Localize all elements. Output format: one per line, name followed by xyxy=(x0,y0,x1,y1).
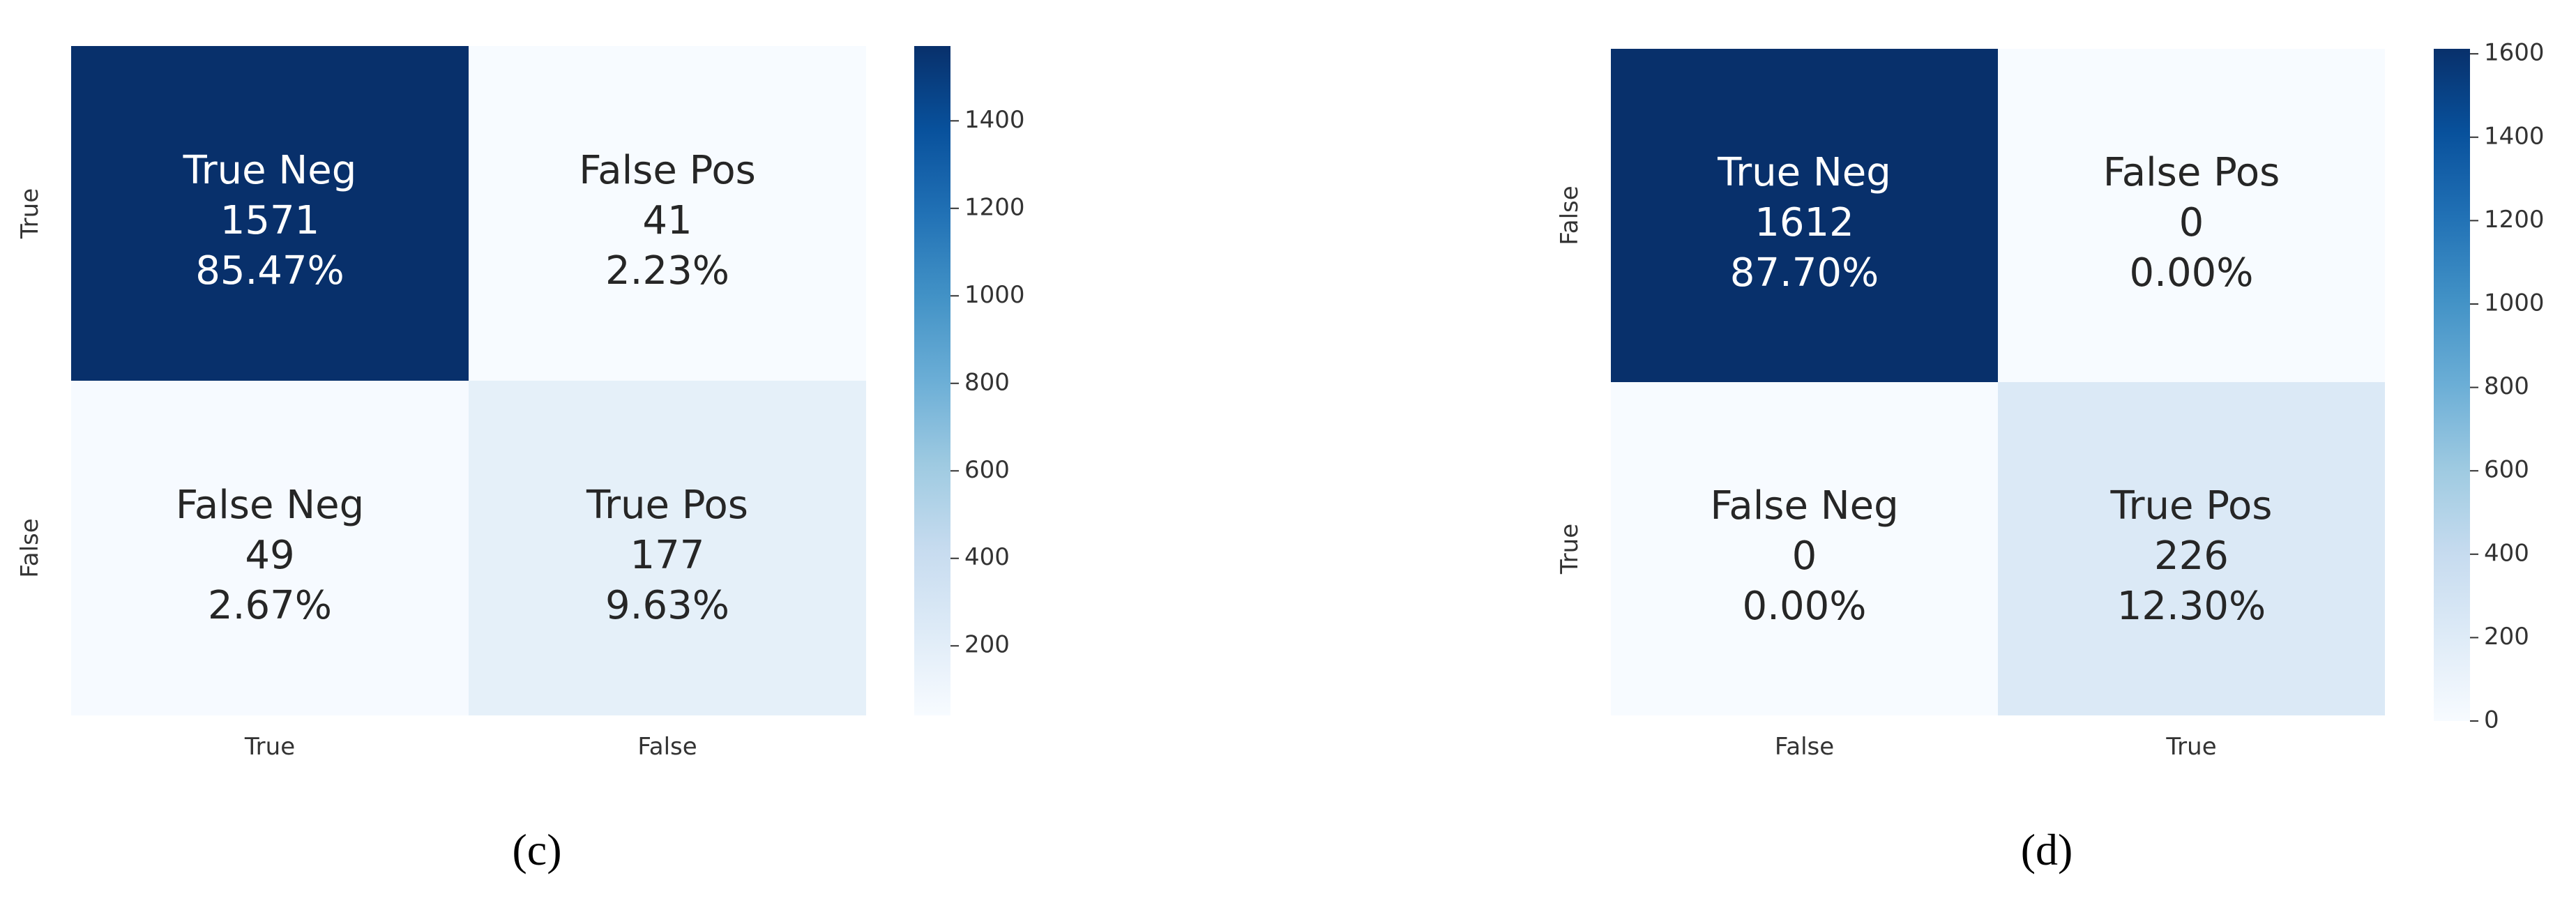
cell-percent: 0.00% xyxy=(1743,584,1867,629)
heatmap-cell xyxy=(469,46,866,381)
colorbar-tick-label: 1200 xyxy=(2484,206,2545,234)
colorbar-tick-label: 600 xyxy=(964,456,1010,484)
colorbar-tick-label: 1600 xyxy=(2484,39,2545,67)
y-tick-label: True xyxy=(1556,524,1584,575)
cell-percent: 2.67% xyxy=(208,583,332,628)
colorbar-tick-label: 1200 xyxy=(964,193,1025,221)
x-tick-label: False xyxy=(1775,733,1834,761)
cell-count: 1612 xyxy=(1755,200,1854,245)
cell-count: 0 xyxy=(1792,533,1817,579)
colorbar-tick-label: 0 xyxy=(2484,706,2499,734)
cell-count: 49 xyxy=(245,533,294,578)
colorbar-tick-label: 400 xyxy=(964,543,1010,571)
cell-count: 41 xyxy=(642,198,692,243)
y-tick-label: False xyxy=(16,518,44,577)
cell-percent: 85.47% xyxy=(195,248,344,294)
confusion-matrix-c: True Neg 1571 85.47% False Pos 41 2.23% False … xyxy=(16,46,1025,874)
cell-label: False Pos xyxy=(579,148,756,193)
x-tick-label: True xyxy=(244,733,295,761)
colorbar-tick-label: 1000 xyxy=(964,281,1025,309)
x-tick-label: False xyxy=(637,733,697,761)
cell-label: True Pos xyxy=(2110,483,2273,529)
cell-count: 226 xyxy=(2154,533,2229,579)
cell-percent: 2.23% xyxy=(605,248,729,294)
colorbar-tick-label: 200 xyxy=(2484,623,2529,651)
panel-caption: (d) xyxy=(2021,825,2073,874)
cell-label: True Neg xyxy=(1717,150,1891,195)
heatmap-cell xyxy=(1611,49,1998,382)
colorbar-tick-label: 400 xyxy=(2484,539,2529,567)
heatmap-cell xyxy=(1998,382,2385,715)
cell-label: True Neg xyxy=(183,148,357,193)
cell-percent: 0.00% xyxy=(2130,250,2254,296)
cell-percent: 12.30% xyxy=(2117,584,2266,629)
confusion-matrix-d: True Neg 1612 87.70% False Pos 0 0.00% False N… xyxy=(1556,39,2545,874)
cell-count: 0 xyxy=(2179,200,2204,245)
cell-label: False Pos xyxy=(2103,150,2280,195)
panel-caption: (c) xyxy=(512,825,561,874)
y-tick-label: False xyxy=(1556,185,1584,245)
cell-label: True Pos xyxy=(586,483,748,528)
cell-label: False Neg xyxy=(176,483,364,528)
colorbar-tick-label: 800 xyxy=(2484,372,2529,400)
colorbar-tick-label: 600 xyxy=(2484,456,2529,484)
cell-percent: 87.70% xyxy=(1730,250,1879,296)
colorbar xyxy=(914,46,950,715)
heatmap-cell xyxy=(1998,49,2385,382)
heatmap-cell xyxy=(469,381,866,715)
colorbar-tick-label: 200 xyxy=(964,631,1010,659)
colorbar-tick-label: 800 xyxy=(964,368,1010,396)
colorbar-tick-label: 1400 xyxy=(964,106,1025,134)
colorbar-tick-label: 1400 xyxy=(2484,122,2545,150)
cell-count: 1571 xyxy=(220,198,320,243)
cell-percent: 9.63% xyxy=(605,583,729,628)
heatmap-cell xyxy=(71,381,469,715)
x-tick-label: True xyxy=(2165,733,2216,761)
y-tick-label: True xyxy=(16,188,44,239)
colorbar-tick-label: 1000 xyxy=(2484,289,2545,317)
cell-count: 177 xyxy=(630,533,705,578)
heatmap-cell xyxy=(1611,382,1998,715)
colorbar xyxy=(2434,49,2470,721)
heatmap-cell xyxy=(71,46,469,381)
cell-label: False Neg xyxy=(1710,483,1898,529)
